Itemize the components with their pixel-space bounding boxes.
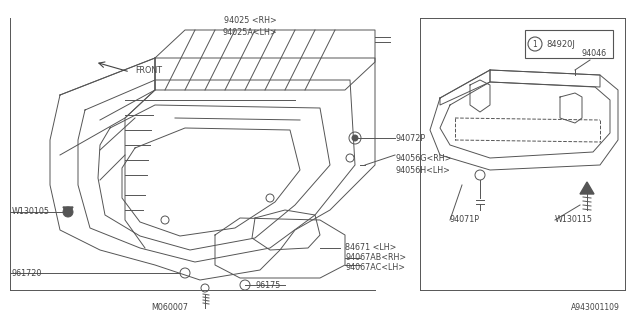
Text: 84671 <LH>: 84671 <LH>: [345, 244, 396, 252]
Text: 94067AB<RH>: 94067AB<RH>: [345, 253, 406, 262]
Text: 1: 1: [532, 39, 538, 49]
Text: 94056H<LH>: 94056H<LH>: [396, 165, 451, 174]
Bar: [525, 30, 613, 58]
Text: 96175: 96175: [255, 281, 280, 290]
Text: 94025 <RH>: 94025 <RH>: [223, 15, 276, 25]
Text: M060007: M060007: [152, 303, 189, 313]
Polygon shape: [580, 182, 594, 194]
Text: 94056G<RH>: 94056G<RH>: [396, 154, 452, 163]
Text: 84920J: 84920J: [546, 39, 575, 49]
Text: 94072P: 94072P: [396, 133, 426, 142]
Circle shape: [63, 207, 73, 217]
Text: 94071P: 94071P: [450, 215, 480, 225]
Text: 94067AC<LH>: 94067AC<LH>: [345, 263, 405, 273]
Text: FRONT: FRONT: [135, 66, 162, 75]
Text: W130115: W130115: [555, 215, 593, 225]
Polygon shape: [63, 207, 73, 215]
Text: 94046: 94046: [582, 49, 607, 58]
Text: 94025A<LH>: 94025A<LH>: [223, 28, 277, 36]
Text: 961720: 961720: [12, 268, 42, 277]
Circle shape: [352, 135, 358, 141]
Text: A943001109: A943001109: [571, 303, 620, 313]
Text: W130105: W130105: [12, 207, 50, 217]
